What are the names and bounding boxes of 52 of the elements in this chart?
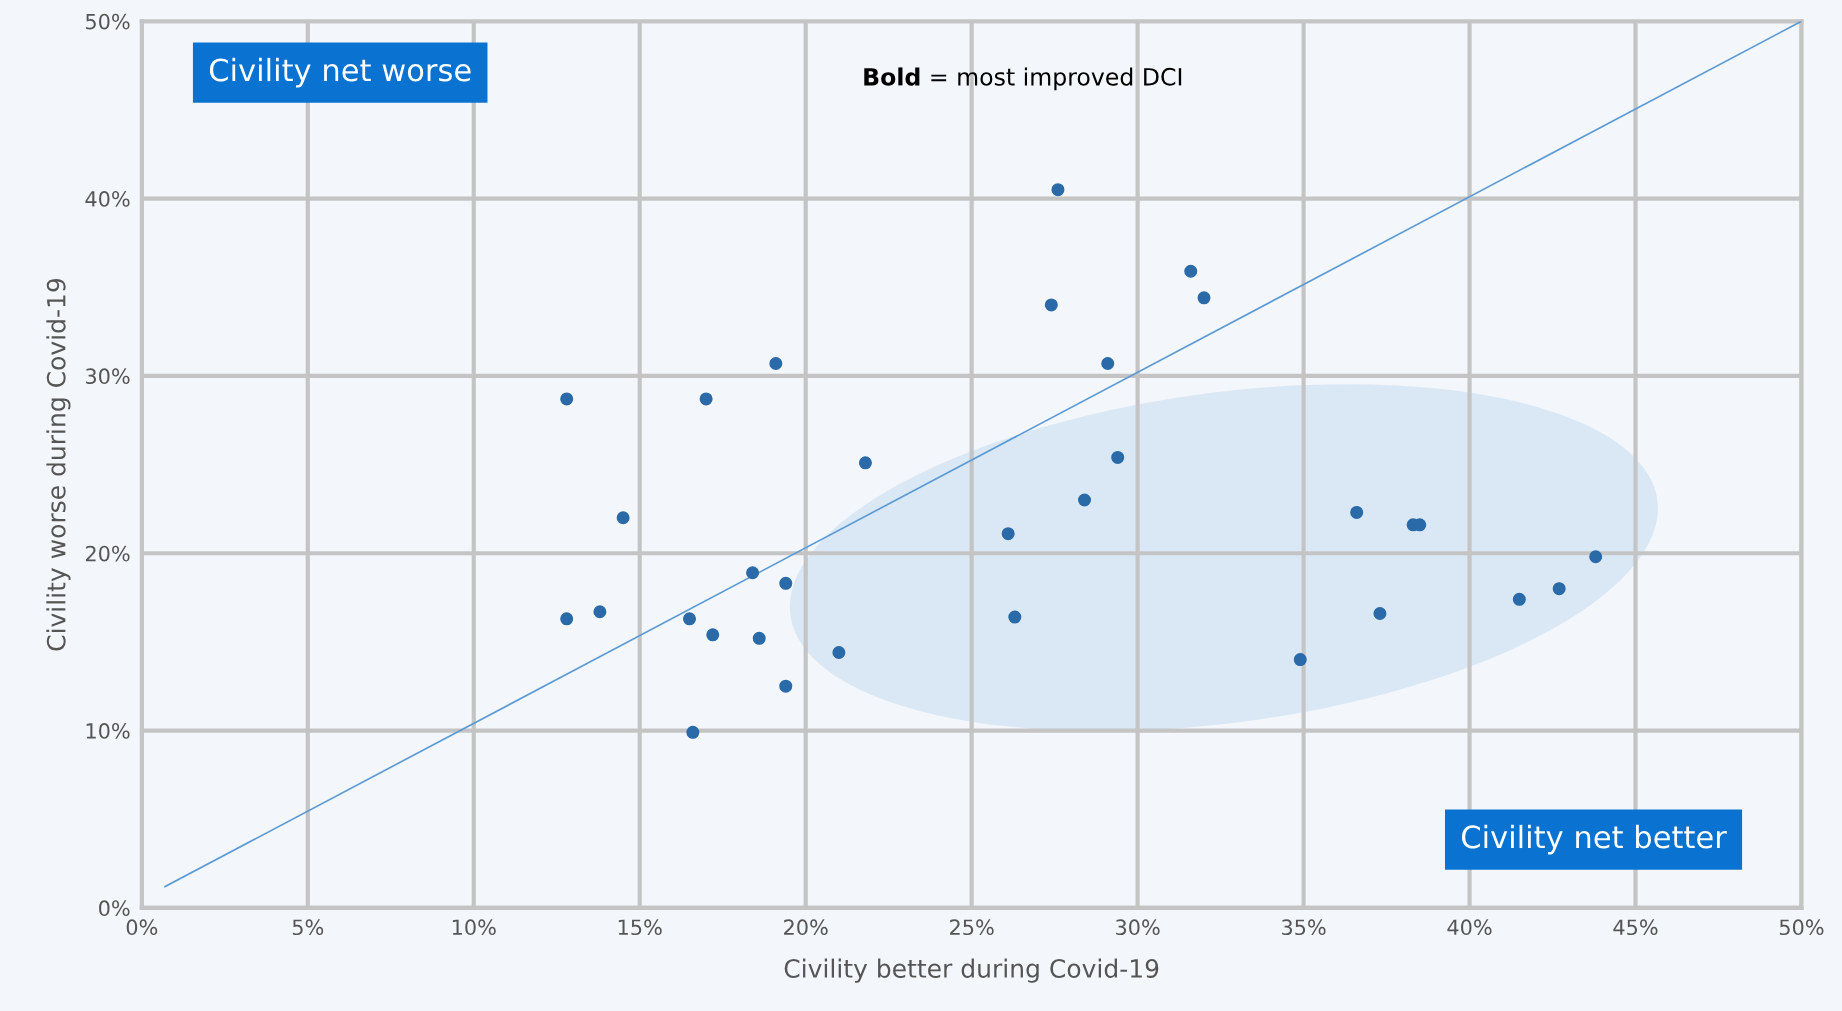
point bbox=[1197, 291, 1211, 305]
point bbox=[686, 725, 700, 739]
point bbox=[1184, 264, 1198, 278]
point bbox=[1293, 653, 1307, 667]
annotation: Civility net better bbox=[1461, 824, 1727, 855]
point bbox=[858, 456, 872, 470]
x-tick-label: 45% bbox=[1613, 919, 1658, 936]
point bbox=[560, 612, 574, 626]
y-tick-label: 20% bbox=[85, 545, 130, 562]
y-axis-title: Civility worse during Covid-19 bbox=[46, 278, 71, 651]
point bbox=[1373, 607, 1387, 621]
point bbox=[616, 511, 630, 525]
y-tick-label: 40% bbox=[85, 191, 130, 207]
x-tick-label: 40% bbox=[1447, 919, 1492, 936]
point bbox=[593, 605, 607, 619]
point bbox=[683, 612, 697, 626]
y-tick-label: 30% bbox=[86, 368, 130, 385]
point bbox=[779, 576, 793, 590]
y-tick-label: 10% bbox=[86, 723, 130, 739]
point bbox=[769, 356, 783, 370]
x-tick-label: 25% bbox=[950, 919, 994, 936]
point bbox=[1051, 183, 1065, 197]
point bbox=[779, 679, 793, 693]
point bbox=[699, 392, 713, 406]
x-tick-label: 35% bbox=[1282, 919, 1326, 936]
x-tick-label: 30% bbox=[1116, 919, 1160, 936]
point bbox=[832, 646, 846, 660]
point bbox=[1589, 550, 1603, 564]
x-axis-title: Civility better during Covid-19 bbox=[784, 958, 1159, 983]
x-tick-label: 50% bbox=[1779, 919, 1824, 936]
y-tick-label: 0% bbox=[99, 900, 130, 917]
point bbox=[1101, 356, 1115, 370]
point bbox=[1552, 582, 1566, 596]
annotation: Bold = most improved DCI bbox=[864, 67, 1182, 91]
point bbox=[1350, 505, 1364, 519]
point bbox=[746, 566, 760, 580]
point bbox=[1001, 527, 1015, 541]
point bbox=[1044, 298, 1058, 312]
annotation: Civility net worse bbox=[209, 57, 471, 88]
point bbox=[1008, 610, 1022, 624]
point bbox=[1111, 450, 1125, 464]
y-tick-label: 50% bbox=[86, 13, 130, 30]
point bbox=[1512, 592, 1526, 606]
x-tick-label: 0% bbox=[126, 919, 158, 936]
x-tick-label: 15% bbox=[618, 919, 662, 936]
point bbox=[752, 631, 766, 645]
x-tick-label: 5% bbox=[292, 919, 324, 936]
point bbox=[1078, 493, 1092, 507]
x-tick-label: 10% bbox=[452, 919, 496, 936]
point bbox=[706, 628, 720, 642]
x-tick-label: 20% bbox=[784, 919, 828, 936]
point bbox=[560, 392, 574, 406]
